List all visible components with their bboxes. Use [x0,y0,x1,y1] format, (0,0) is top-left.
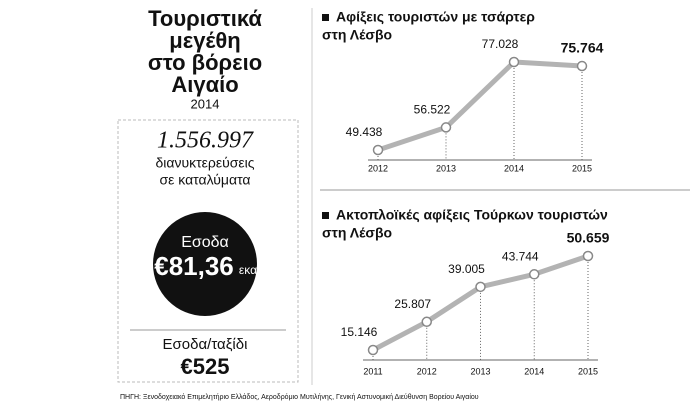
bullet [322,14,329,21]
title-line: στο βόρειο [148,50,262,75]
x-tick-label: 2013 [470,366,490,376]
data-label: 43.744 [502,249,539,263]
per-trip: €525 [181,354,230,379]
overnights-label: σε καταλύματα [159,172,250,188]
chart-title: Αφίξεις τουριστών με τσάρτερ [336,9,535,25]
data-label: 25.807 [394,297,431,311]
panel-title: Τουριστικά μεγέθη στο βόρειο Αιγαίο [148,6,263,97]
revenue-circle [153,212,257,316]
series-line [377,59,583,153]
source: ΠΗΓΗ: Ξενοδοχειακό Επιμελητήριο Ελλάδος,… [120,393,479,401]
data-label: 56.522 [414,103,451,117]
card [117,119,299,383]
data-label: 15.146 [341,325,378,339]
data-label: 75.764 [561,40,604,56]
x-tick-label: 2012 [368,163,388,173]
revenue: €81,36 [154,251,234,281]
point [576,60,588,72]
revenue-label: Εσοδα [181,234,229,251]
point [440,122,452,133]
point [421,316,432,328]
point [529,269,540,280]
point [508,56,520,68]
point [372,144,384,156]
per-trip-label: Εσοδα/ταξίδι [163,336,248,353]
chart-title: στη Λέσβο [322,27,392,43]
title-line: Τουριστικά [148,6,262,31]
x-tick-label: 2014 [524,366,544,376]
x-tick-label: 2011 [363,366,382,376]
title-line: μεγέθη [169,28,240,53]
title-line: Αιγαίο [171,72,238,97]
x-tick-label: 2014 [504,163,524,173]
x-tick-label: 2015 [572,163,592,173]
point [475,281,486,293]
data-label: 77.028 [482,37,519,51]
data-label: 50.659 [567,230,610,246]
overnights: 1.556.997 [157,128,254,154]
data-label: 49.438 [346,125,383,139]
x-tick-label: 2015 [578,366,598,376]
data-label: 39.005 [448,262,485,276]
overnights-label: διανυκτερεύσεις [155,155,254,171]
year: 2014 [191,96,220,111]
bullet [322,212,329,219]
point [367,344,379,356]
chart-title: Ακτοπλοϊκές αφίξεις Τούρκων τουριστών [336,207,608,223]
revenue-unit: εκατ. [239,263,265,277]
point [582,250,594,262]
x-tick-label: 2013 [436,163,456,173]
x-tick-label: 2012 [417,366,437,376]
chart-title: στη Λέσβο [322,225,392,241]
